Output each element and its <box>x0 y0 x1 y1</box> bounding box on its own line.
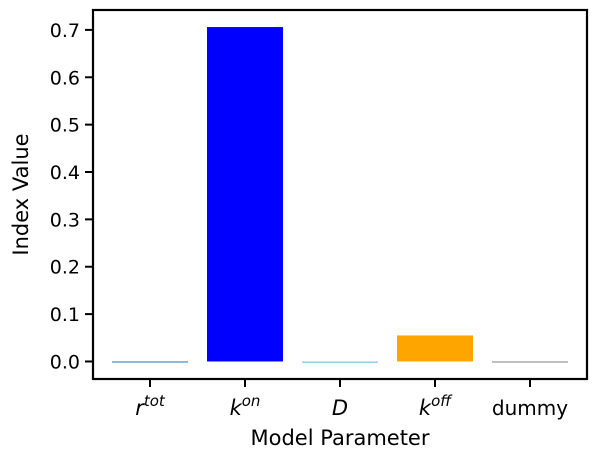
y-tick-label: 0.1 <box>50 304 80 326</box>
x-tick-label: rtot <box>135 392 166 420</box>
y-tick-label: 0.5 <box>50 115 80 137</box>
y-tick-label: 0.7 <box>50 20 80 42</box>
bar-1 <box>207 27 283 362</box>
x-tick-label: koff <box>419 392 453 420</box>
y-tick-label: 0.6 <box>50 67 80 89</box>
y-tick-label: 0.0 <box>50 351 80 373</box>
bar-4 <box>492 361 568 363</box>
y-axis-label: Index Value <box>9 133 33 255</box>
bar-2 <box>302 361 378 363</box>
x-tick-label: dummy <box>492 396 568 420</box>
y-tick-label: 0.2 <box>50 257 80 279</box>
x-tick-label: kon <box>230 392 261 420</box>
bars-group <box>112 27 568 363</box>
bar-3 <box>397 335 473 362</box>
bar-0 <box>112 361 188 363</box>
x-tick-label: D <box>332 396 348 420</box>
y-tick-label: 0.3 <box>50 209 80 231</box>
plot-frame <box>91 8 589 381</box>
x-axis-label: Model Parameter <box>251 426 430 450</box>
y-tick-label: 0.4 <box>50 162 80 184</box>
y-axis-ticks: 0.0 0.1 0.2 0.3 0.4 0.5 0.6 0.7 <box>50 20 93 373</box>
